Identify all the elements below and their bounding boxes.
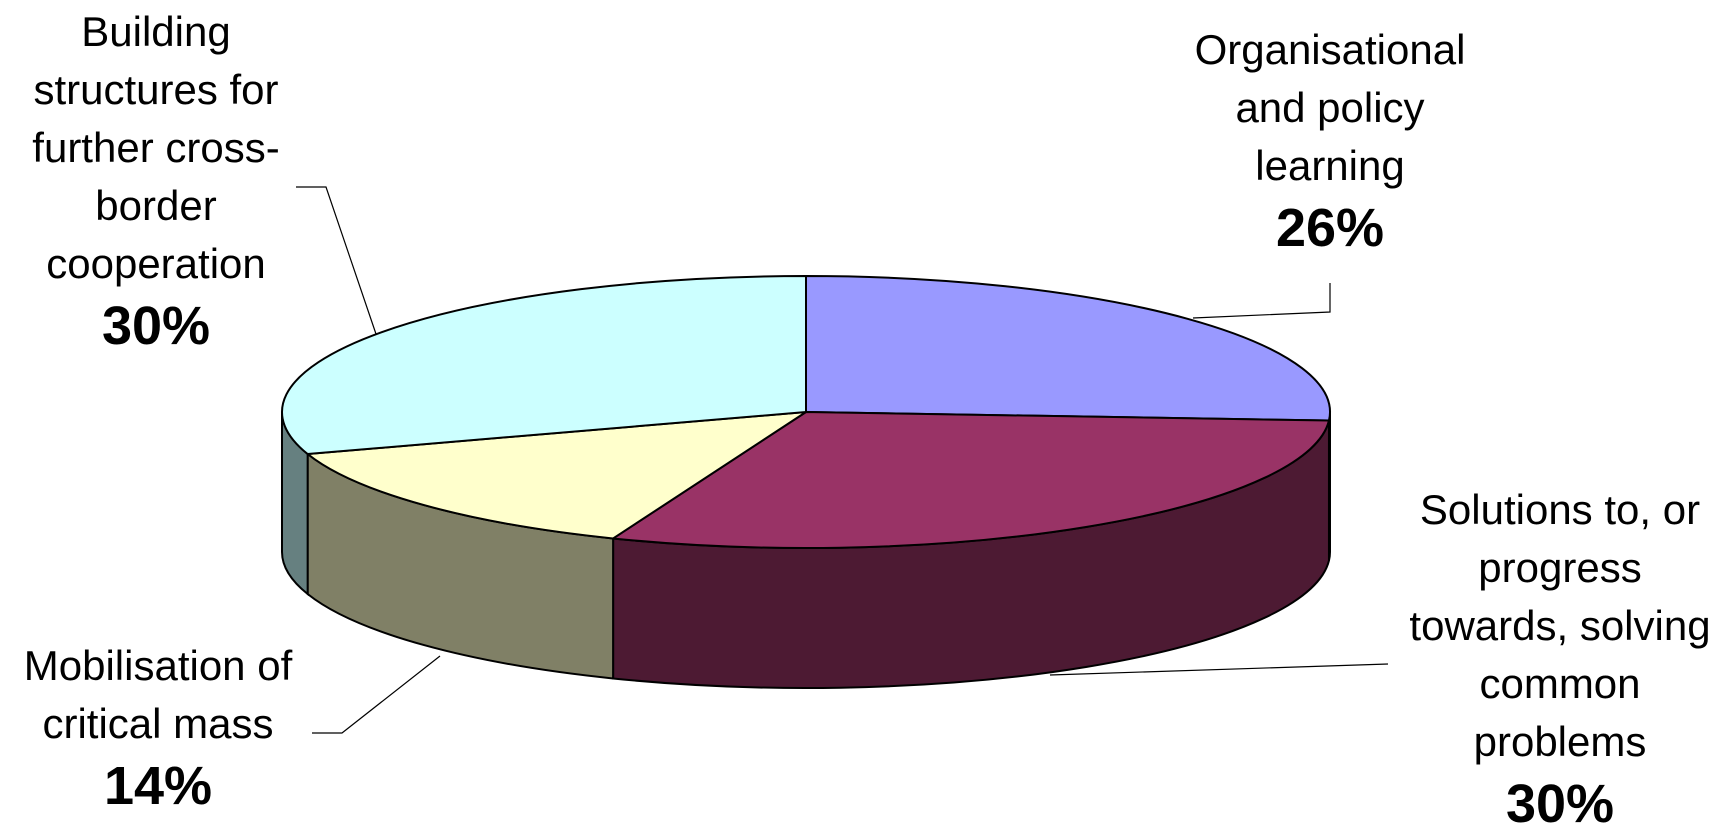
slice-label-line: Solutions to, or [1420, 486, 1700, 533]
slice-label-line: structures for [33, 66, 278, 113]
slice-label-line: Organisational [1195, 26, 1466, 73]
slice-label-line: cooperation [46, 240, 266, 287]
slice-label-line: and policy [1235, 84, 1424, 131]
slice-label-line: Building [81, 8, 230, 55]
slice-label-line: further cross- [32, 124, 279, 171]
slice-label-1: Solutions to, or progress towards, solving… [1409, 486, 1710, 832]
slice-value-label: 30% [1506, 774, 1614, 832]
leader-lines [296, 186, 1389, 734]
slice-label-line: progress [1478, 544, 1641, 591]
pie-sides [281, 411, 1332, 689]
slice-label-line: towards, solving [1409, 602, 1710, 649]
slice-value-label: 14% [104, 756, 212, 816]
pie-slice-0 [805, 275, 1331, 422]
leader-line-3 [296, 186, 377, 335]
leader-line-0 [1192, 283, 1331, 319]
slice-label-line: critical mass [42, 700, 273, 747]
slice-label-line: learning [1255, 142, 1404, 189]
pie-tops [281, 275, 1331, 549]
slice-label-0: Organisational and policy learning 26% [1195, 26, 1466, 258]
slice-label-line: problems [1474, 718, 1647, 765]
slice-value-label: 26% [1276, 198, 1384, 258]
slice-label-3: Building structures for further cross-bord… [32, 8, 279, 356]
slice-label-line: common [1479, 660, 1640, 707]
slice-value-label: 30% [102, 296, 210, 356]
slice-label-line: Mobilisation of [24, 642, 293, 689]
leader-line-1 [1049, 663, 1389, 676]
slice-labels: Organisational and policy learning 26% Solut… [24, 8, 1711, 832]
pie-slice-1 [612, 411, 1330, 549]
leader-line-2 [312, 655, 441, 734]
slice-label-2: Mobilisation of critical mass 14% [24, 642, 293, 816]
pie-slice-3 [281, 275, 807, 456]
slice-label-line: border [95, 182, 216, 229]
